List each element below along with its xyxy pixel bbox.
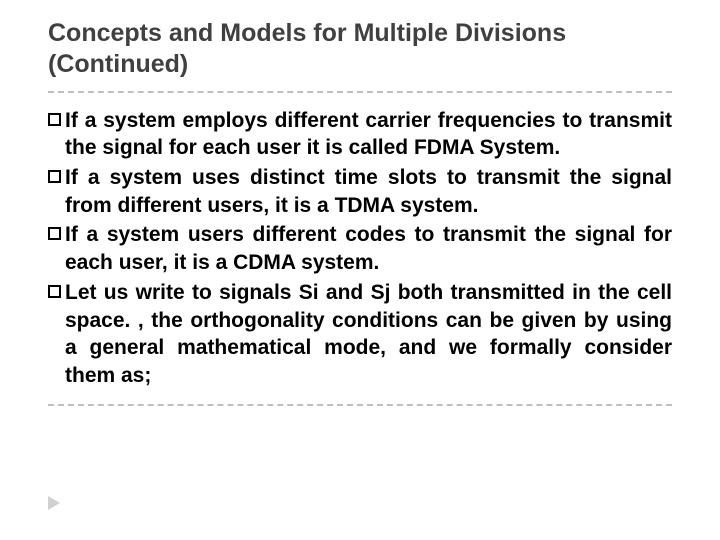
list-item: If a system users different codes to tra…	[48, 221, 672, 276]
slide-body: If a system employs different carrier fr…	[48, 107, 672, 390]
list-item: Let us write to signals Si and Sj both t…	[48, 279, 672, 390]
square-bullet-icon	[48, 227, 61, 240]
bullet-text: If a system employs different carrier fr…	[65, 107, 672, 162]
play-icon	[48, 496, 60, 510]
bullet-text: If a system uses distinct time slots to …	[65, 164, 672, 219]
square-bullet-icon	[48, 170, 61, 183]
slide-title: Concepts and Models for Multiple Divisio…	[48, 18, 672, 81]
slide: Concepts and Models for Multiple Divisio…	[0, 0, 720, 540]
list-item: If a system employs different carrier fr…	[48, 107, 672, 162]
square-bullet-icon	[48, 113, 61, 126]
bottom-underline	[48, 404, 672, 406]
square-bullet-icon	[48, 285, 61, 298]
list-item: If a system uses distinct time slots to …	[48, 164, 672, 219]
bullet-text: Let us write to signals Si and Sj both t…	[65, 279, 672, 390]
title-underline	[48, 91, 672, 93]
bullet-text: If a system users different codes to tra…	[65, 221, 672, 276]
